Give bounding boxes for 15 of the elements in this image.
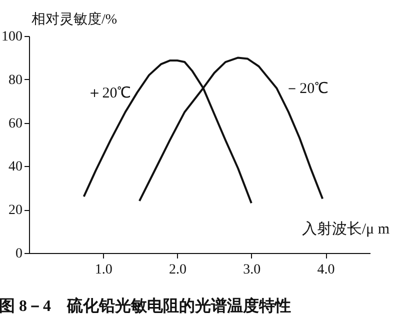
x-tick-label: 2.0 xyxy=(169,262,187,278)
y-tick-label: 40 xyxy=(8,160,22,175)
y-tick-label: 100 xyxy=(2,30,22,44)
x-tick-label: 4.0 xyxy=(317,262,335,278)
y-axis-title: 相对灵敏度/% xyxy=(32,12,118,28)
y-tick-label: 0 xyxy=(16,246,22,262)
y-tick-label: 60 xyxy=(8,116,22,132)
y-tick-label: 20 xyxy=(8,203,22,218)
caption: 图 8－4 硫化铅光敏电阻的光谱温度特性 xyxy=(0,296,291,315)
series-label: ＋20℃ xyxy=(87,85,132,102)
x-axis-title: 入射波长/μ m xyxy=(302,220,390,238)
y-tick-label: 80 xyxy=(8,72,22,88)
x-tick-label: 3.0 xyxy=(243,262,261,278)
series-label: －20℃ xyxy=(284,81,329,98)
x-tick-label: 1.0 xyxy=(94,262,112,278)
